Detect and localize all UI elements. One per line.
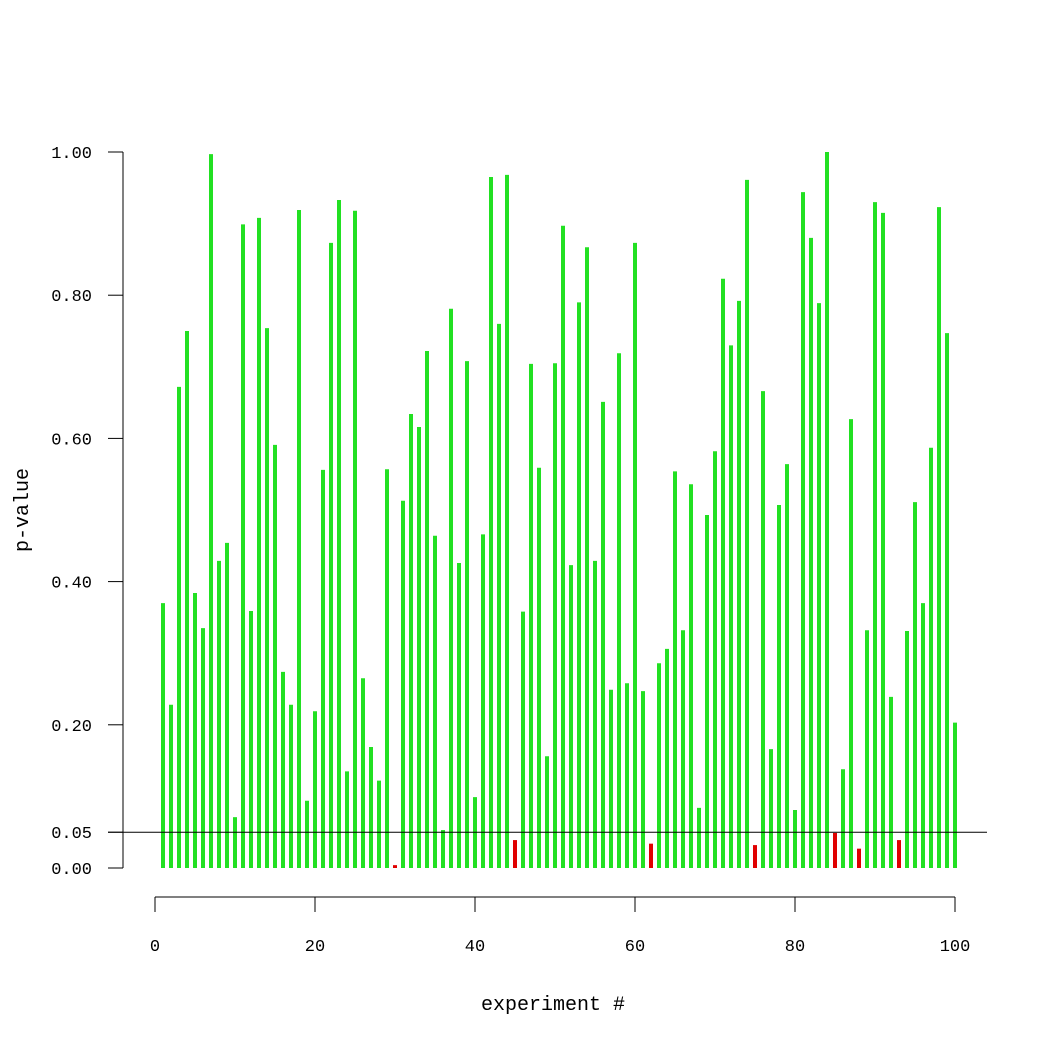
x-tick-label: 100 [940, 938, 971, 957]
x-axis-label: experiment # [481, 994, 625, 1017]
y-tick-label: 0.40 [51, 575, 92, 594]
bars-group [161, 152, 957, 868]
y-tick-label: 0.60 [51, 431, 92, 450]
x-axis: 0 20 40 60 80 100 [150, 896, 971, 957]
x-tick-label: 20 [305, 938, 325, 957]
x-tick-label: 0 [150, 938, 160, 957]
y-tick-label: 0.05 [51, 825, 92, 844]
x-tick-label: 80 [785, 938, 805, 957]
y-tick-label: 0.20 [51, 718, 92, 737]
y-tick-label: 0.80 [51, 288, 92, 307]
y-axis-label: p-value [12, 468, 35, 552]
x-tick-label: 40 [465, 938, 485, 957]
y-tick-label: 0.00 [51, 861, 92, 880]
x-tick-label: 60 [625, 938, 645, 957]
y-axis: 0.00 0.05 0.20 0.40 0.60 0.80 1.00 [51, 145, 124, 880]
y-tick-label: 1.00 [51, 145, 92, 164]
